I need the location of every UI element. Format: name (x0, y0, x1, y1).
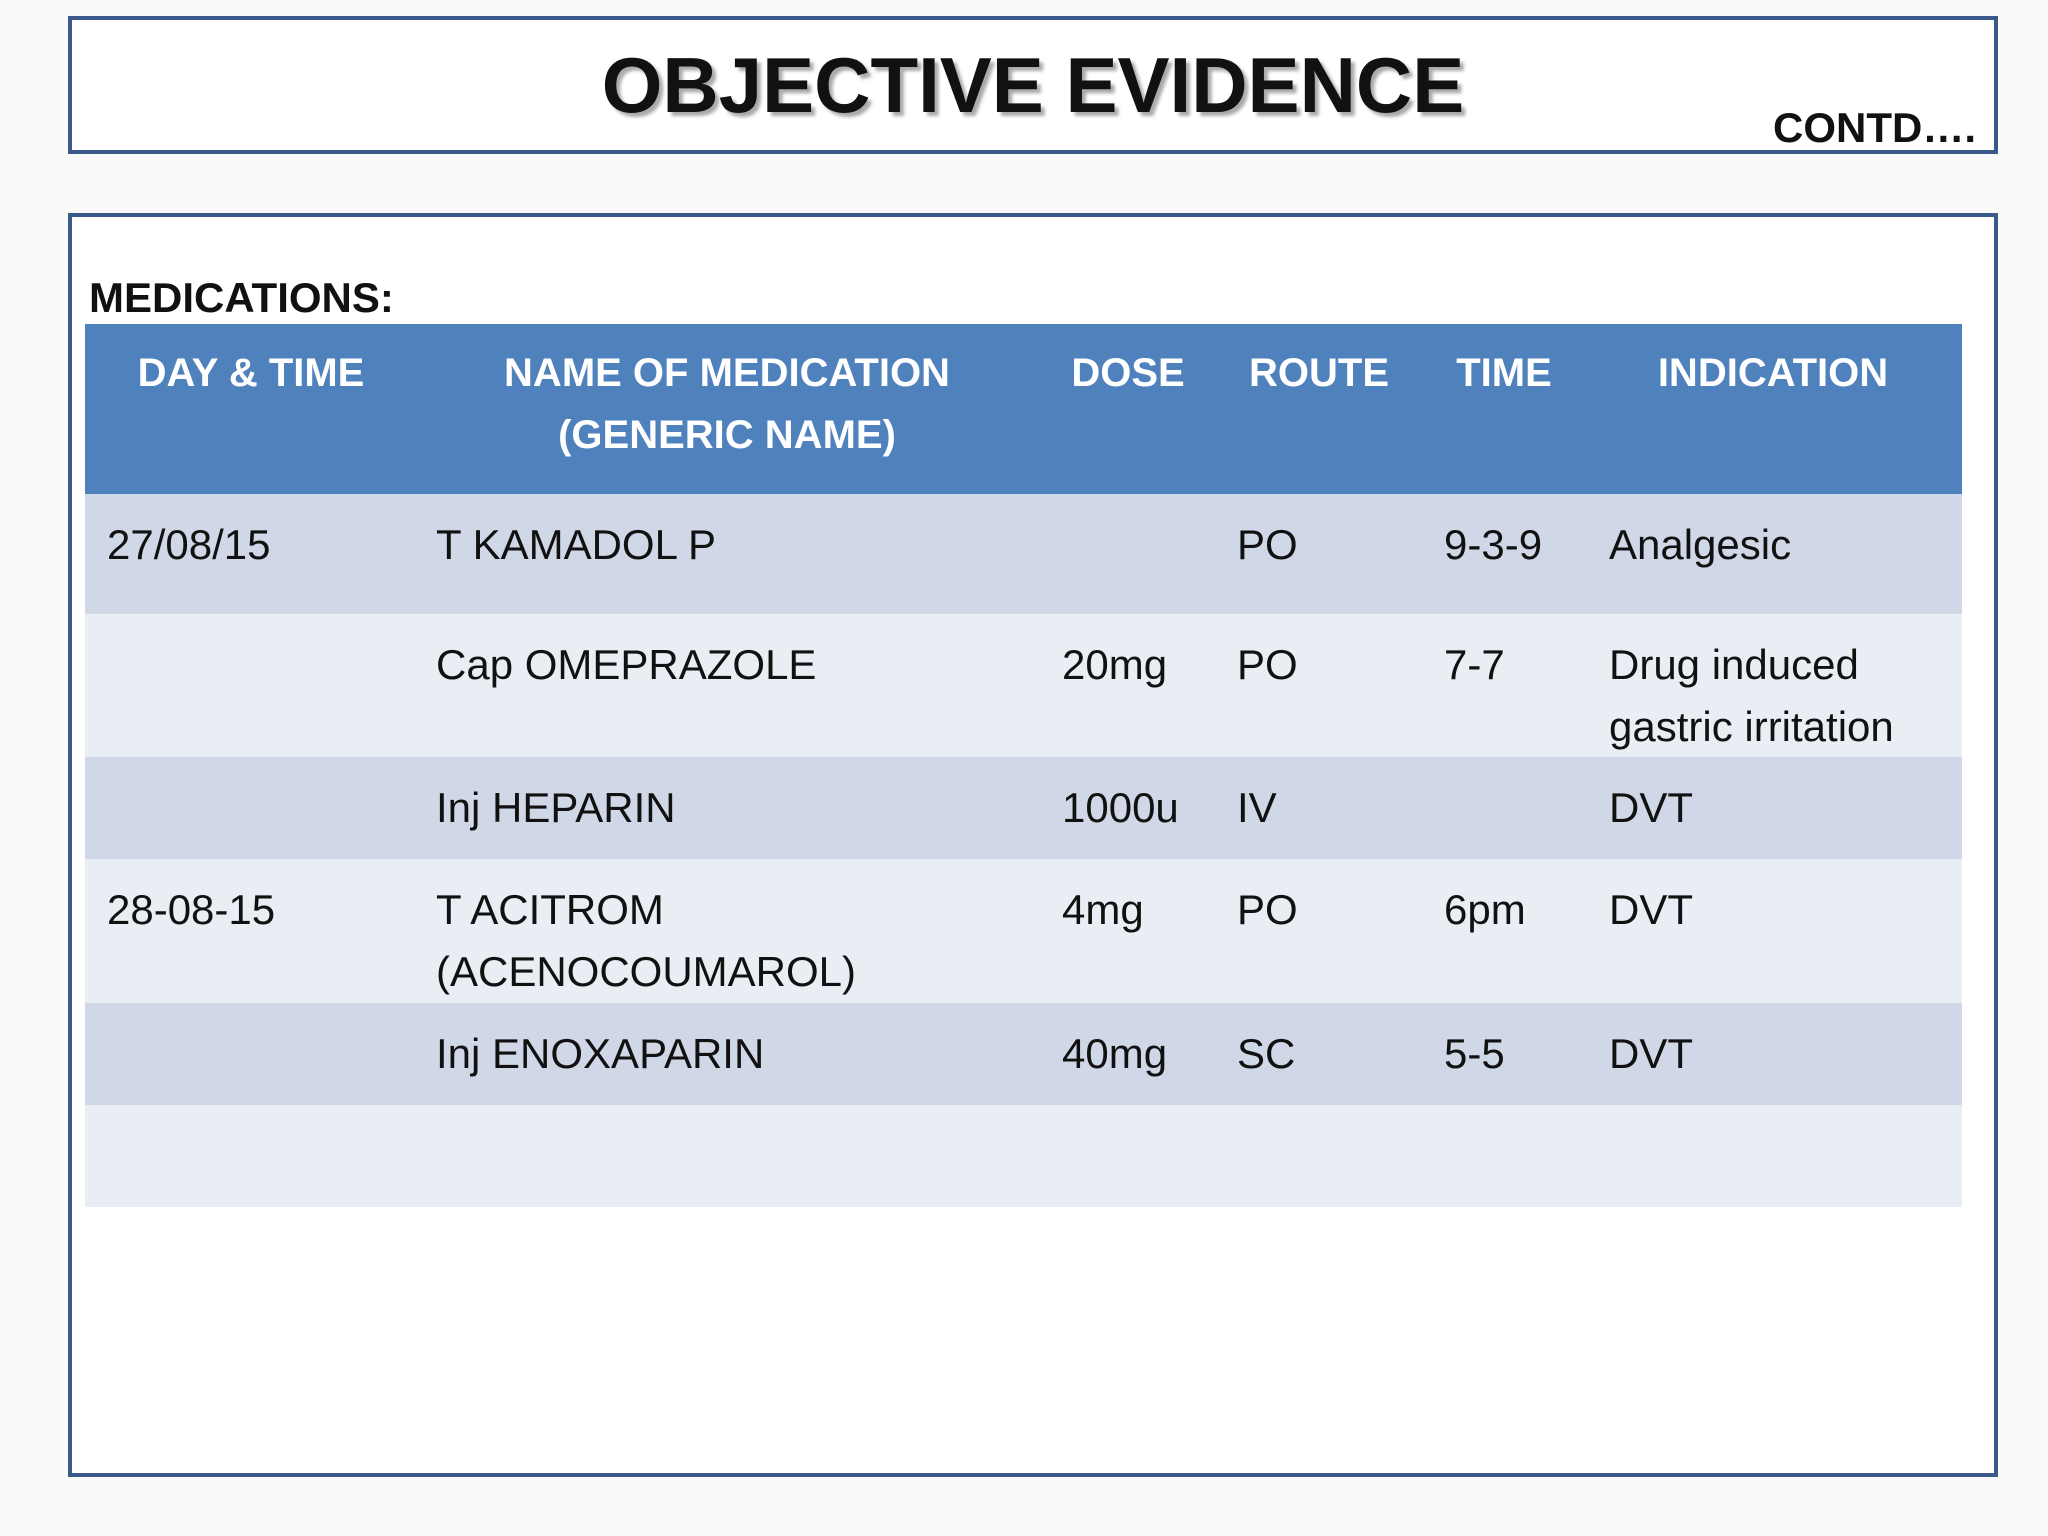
header-row: DAY & TIME NAME OF MEDICATION (GENERIC NAM… (85, 324, 1962, 494)
table-cell: 9-3-9 (1444, 521, 1543, 568)
table-cell: DVT (1609, 1030, 1693, 1077)
contd-note: CONTD…. (1773, 104, 1976, 151)
table-cell: Inj HEPARIN (436, 784, 676, 831)
title: OBJECTIVE EVIDENCE (601, 41, 1465, 129)
column-header: DOSE (1071, 351, 1185, 395)
cell-line: NAME OF MEDICATION (504, 351, 950, 395)
table-cell: Analgesic (1609, 521, 1792, 568)
table-row: Inj ENOXAPARIN 40mg SC 5-5 DVT (85, 1003, 1962, 1105)
column-header: ROUTE (1249, 351, 1389, 395)
cell-line: (ACENOCOUMAROL) (436, 948, 857, 995)
column-header: DAY & TIME (137, 351, 365, 395)
column-header: TIME (1456, 351, 1552, 395)
table-cell: Drug induced gastric irritation (1609, 634, 1894, 758)
column-header: INDICATION (1657, 351, 1889, 395)
cell-line: gastric irritation (1609, 703, 1894, 750)
table-cell: T KAMADOL P (436, 521, 717, 568)
table-cell: 1000u (1062, 784, 1179, 831)
table-cell: SC (1237, 1030, 1296, 1077)
table-cell: T ACITROM (ACENOCOUMAROL) (436, 879, 856, 1003)
table-cell: DVT (1609, 886, 1693, 933)
table-row: Cap OMEPRAZOLE 20mg PO 7-7 Drug induced gastr… (85, 614, 1962, 757)
title-box: OBJECTIVE EVIDENCE CONTD…. (68, 16, 1998, 154)
table-row: 27/08/15 T KAMADOL P PO 9-3-9 Analgesic (85, 494, 1962, 614)
cell-line: T ACITROM (436, 886, 664, 933)
table-cell: 28-08-15 (107, 886, 276, 933)
table-cell: 5-5 (1444, 1030, 1505, 1077)
table-cell: 27/08/15 (107, 521, 271, 568)
table-row: Inj HEPARIN 1000u IV DVT (85, 757, 1962, 859)
table-cell: 4mg (1062, 886, 1144, 933)
table-cell: DVT (1609, 784, 1693, 831)
table-cell: Inj ENOXAPARIN (436, 1030, 765, 1077)
table-cell: PO (1237, 641, 1298, 688)
cell-line: (GENERIC NAME) (558, 413, 896, 457)
table-cell: PO (1237, 886, 1298, 933)
table-cell: 20mg (1062, 641, 1168, 688)
table-cell: PO (1237, 521, 1298, 568)
empty-row (85, 1105, 1962, 1207)
table-cell: 40mg (1062, 1030, 1168, 1077)
table-cell: IV (1237, 784, 1277, 831)
table-cell: 7-7 (1444, 641, 1505, 688)
column-header: NAME OF MEDICATION (GENERIC NAME) (504, 342, 950, 466)
cell-line: Drug induced (1609, 641, 1859, 688)
table-row: 28-08-15 T ACITROM (ACENOCOUMAROL) 4mg PO 6pm… (85, 859, 1962, 1003)
table-cell: Cap OMEPRAZOLE (436, 641, 817, 688)
table-cell: 6pm (1444, 886, 1526, 933)
section-label: MEDICATIONS: (89, 274, 394, 321)
